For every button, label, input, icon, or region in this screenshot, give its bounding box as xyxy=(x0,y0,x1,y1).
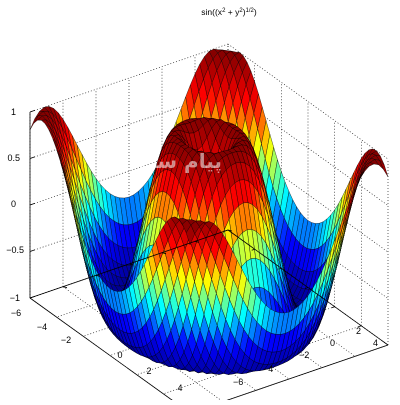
y-tick-label-neg6: −6 xyxy=(11,308,21,318)
floor-grid-x xyxy=(163,325,362,395)
z-tick-mark xyxy=(29,295,36,299)
z-tick-label-0: 0 xyxy=(11,199,16,209)
surface-patch xyxy=(379,160,389,178)
x-tick-mark xyxy=(304,287,309,289)
x-tick-label-4: 4 xyxy=(373,338,378,348)
z-tick-mark xyxy=(29,249,36,252)
y-tick-label-0: 0 xyxy=(117,350,122,360)
z-tick-mark xyxy=(29,202,36,206)
front-floor-edge-left xyxy=(29,297,180,405)
z-tick-mark xyxy=(29,109,36,113)
x-tick-label-0: 0 xyxy=(330,338,335,348)
z-tick-label-1: 1 xyxy=(11,107,16,117)
x-tick-mark xyxy=(278,267,282,270)
y-tick-label-2: 2 xyxy=(146,366,151,376)
x-tick-label-2: 2 xyxy=(356,326,361,336)
x-tick-mark xyxy=(251,248,255,251)
x-tick-label-neg6: −6 xyxy=(233,377,243,387)
y-tick-mark xyxy=(95,274,101,277)
z-tick-mark xyxy=(29,156,36,159)
y-tick-mark xyxy=(62,286,68,289)
leftwall-z-grid xyxy=(29,183,229,252)
y-tick-label-neg4: −4 xyxy=(37,322,47,332)
x-tick-mark xyxy=(331,306,335,309)
surface-patch xyxy=(186,224,195,246)
y-tick-label-neg2: −2 xyxy=(61,335,71,345)
leftwall-z-grid xyxy=(29,43,229,113)
surface-mesh xyxy=(29,48,389,375)
floor-grid-x xyxy=(56,248,255,318)
x-tick-mark xyxy=(358,325,362,328)
x-tick-label-neg4: −4 xyxy=(263,364,273,374)
y-tick-mark xyxy=(194,240,200,243)
z-tick-label-neg1: −1 xyxy=(10,293,20,303)
y-tick-mark xyxy=(128,263,134,266)
z-tick-label-neg0.5: −0.5 xyxy=(6,245,24,255)
y-tick-label-4: 4 xyxy=(177,383,182,393)
z-tick-label-0.5: 0.5 xyxy=(7,153,20,163)
chart-title: sin((x2 + y2)1/2) xyxy=(201,7,257,17)
watermark: پیام سرا xyxy=(138,149,222,174)
x-tick-label-neg2: −2 xyxy=(299,350,309,360)
axes-box xyxy=(29,109,389,405)
y-tick-mark xyxy=(161,252,167,255)
y-tick-mark xyxy=(227,229,233,232)
x-tick-mark xyxy=(224,229,229,232)
leftwall-z-grid xyxy=(29,136,229,206)
